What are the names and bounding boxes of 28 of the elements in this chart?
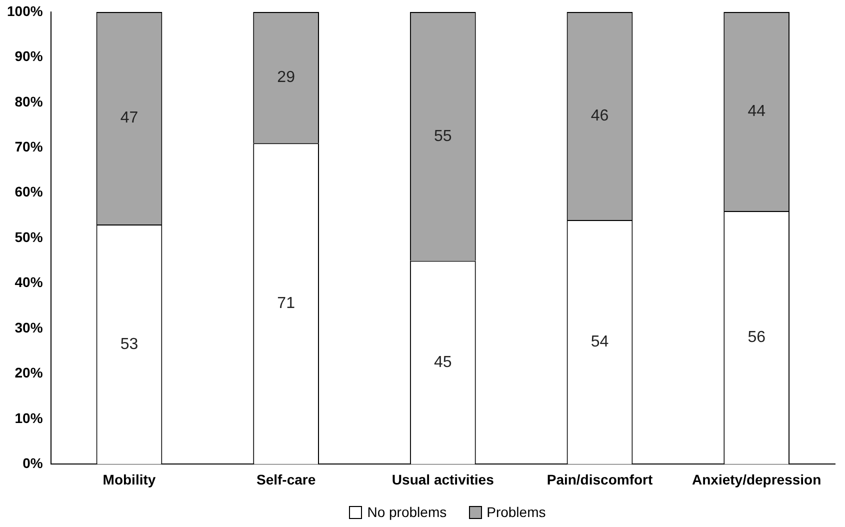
y-tick-label: 80% <box>14 93 44 110</box>
y-tick-label: 60% <box>14 184 44 200</box>
y-tick-label: 40% <box>14 274 44 290</box>
y-tick-label: 10% <box>14 410 44 426</box>
data-label: 29 <box>277 68 296 86</box>
data-label: 53 <box>120 336 138 353</box>
legend-label: Problems <box>486 504 546 520</box>
y-tick-label: 20% <box>14 364 44 381</box>
data-label: 71 <box>277 295 296 312</box>
data-label: 55 <box>434 128 452 145</box>
y-tick-label: 90% <box>14 48 44 64</box>
x-tick-label: Mobility <box>102 471 156 488</box>
y-tick-label: 100% <box>6 2 44 19</box>
data-label: 54 <box>590 334 609 351</box>
x-tick-label: Self-care <box>256 471 316 488</box>
x-tick-label: Pain/discomfort <box>546 471 653 488</box>
y-tick-label: 70% <box>14 138 44 155</box>
text: No problems <box>367 504 447 520</box>
x-tick-label: Anxiety/depression <box>692 471 822 488</box>
data-label: 44 <box>748 102 766 120</box>
data-label: 56 <box>748 328 766 346</box>
y-tick-label: 30% <box>14 319 44 336</box>
data-label: 46 <box>590 107 609 124</box>
y-tick-label: 0% <box>22 455 44 472</box>
data-label: 47 <box>120 110 138 127</box>
y-tick-label: 50% <box>14 228 44 245</box>
x-tick-label: Usual activities <box>392 471 494 488</box>
data-label: 45 <box>434 354 452 371</box>
